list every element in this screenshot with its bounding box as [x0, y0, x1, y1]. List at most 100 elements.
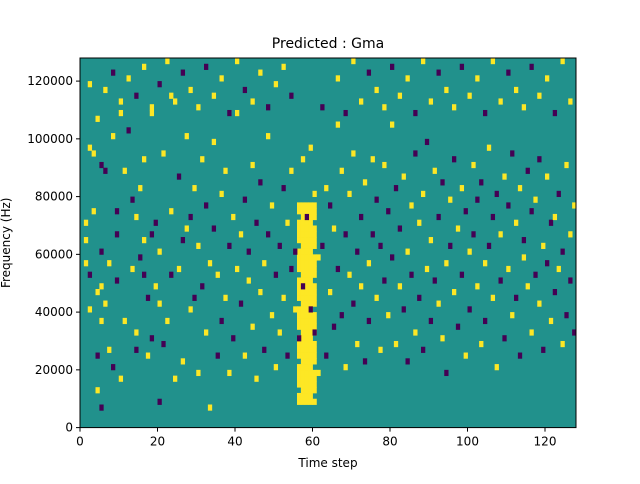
heatmap-cell — [506, 265, 511, 273]
heatmap-cell — [142, 271, 147, 278]
heatmap-cell — [517, 352, 523, 359]
heatmap-cell — [304, 277, 310, 284]
heatmap-cell — [467, 306, 472, 313]
heatmap-cell — [300, 213, 306, 221]
heatmap-cell — [161, 150, 166, 157]
heatmap-cell — [312, 213, 317, 221]
y-tick-label: 20000 — [35, 363, 73, 377]
heatmap-cell — [545, 173, 550, 180]
heatmap-cell — [300, 317, 306, 325]
heatmap-cell — [405, 358, 410, 365]
heatmap-cell — [308, 375, 313, 382]
heatmap-cell — [304, 323, 310, 330]
heatmap-cell — [312, 231, 317, 238]
heatmap-cell — [300, 289, 306, 296]
heatmap-cell — [324, 185, 329, 192]
heatmap-cell — [118, 109, 124, 117]
heatmap-cell — [304, 260, 310, 267]
heatmap-cell — [297, 375, 302, 382]
heatmap-cell — [421, 346, 426, 353]
heatmap-cell — [211, 225, 217, 232]
heatmap-cell — [223, 167, 228, 174]
heatmap-cell — [207, 260, 213, 267]
heatmap-cell — [529, 329, 534, 336]
heatmap-cell — [386, 312, 391, 319]
heatmap-cell — [235, 109, 240, 117]
heatmap-cell — [308, 213, 313, 221]
heatmap-cell — [463, 352, 468, 359]
heatmap-cell — [262, 260, 267, 267]
y-tick-label: 80000 — [35, 190, 73, 204]
heatmap-cell — [103, 167, 108, 174]
heatmap-cell — [312, 346, 317, 353]
heatmap-cell — [308, 219, 313, 226]
x-tick-label: 60 — [305, 435, 320, 449]
heatmap-cell — [157, 81, 162, 88]
heatmap-cell — [300, 283, 306, 290]
heatmap-cell — [409, 202, 414, 209]
heatmap-cell — [308, 208, 313, 215]
heatmap-cell — [87, 271, 93, 278]
heatmap-cell — [300, 156, 306, 163]
heatmap-cell — [196, 369, 201, 377]
heatmap-cell — [300, 294, 306, 301]
heatmap-cell — [304, 335, 310, 342]
heatmap-cell — [312, 369, 317, 377]
heatmap-cell — [366, 260, 372, 267]
heatmap-cell — [157, 248, 162, 255]
heatmap-cell — [297, 260, 302, 267]
heatmap-cell — [401, 173, 406, 180]
heatmap-cell — [107, 346, 112, 353]
heatmap-cell — [304, 242, 310, 249]
heatmap-cell — [308, 265, 313, 273]
heatmap-cell — [308, 289, 313, 296]
heatmap-cell — [556, 190, 561, 198]
heatmap-cell — [297, 289, 302, 296]
heatmap-cell — [328, 202, 333, 209]
heatmap-cell — [475, 196, 480, 203]
heatmap-cell — [308, 312, 313, 319]
heatmap-cell — [250, 161, 255, 169]
heatmap-cell — [304, 213, 310, 221]
heatmap-cell — [506, 202, 511, 209]
heatmap-cell — [552, 213, 558, 221]
heatmap-cell — [308, 231, 313, 238]
heatmap-cell — [339, 167, 344, 174]
heatmap-cell — [300, 254, 306, 261]
heatmap-cell — [490, 213, 496, 221]
heatmap-cell — [382, 104, 387, 111]
heatmap-cell — [312, 260, 317, 267]
heatmap-cell — [297, 392, 302, 400]
heatmap-cell — [165, 58, 170, 65]
heatmap-cell — [343, 364, 348, 371]
heatmap-cell — [192, 185, 197, 192]
heatmap-cell — [444, 86, 449, 94]
heatmap-cell — [413, 150, 418, 157]
heatmap-cell — [269, 312, 275, 319]
heatmap-cell — [339, 312, 344, 319]
heatmap-cell — [297, 335, 302, 342]
heatmap-cell — [304, 392, 310, 400]
heatmap-cell — [266, 133, 271, 140]
heatmap-cell — [556, 265, 561, 273]
heatmap-cell — [343, 109, 348, 117]
heatmap-cell — [304, 387, 310, 394]
y-tick-label: 40000 — [35, 305, 73, 319]
heatmap-cell — [308, 306, 313, 313]
heatmap-cell — [297, 398, 302, 405]
heatmap-cell — [502, 335, 507, 342]
heatmap-cell — [157, 300, 162, 307]
heatmap-cell — [215, 271, 220, 278]
heatmap-cell — [448, 242, 453, 249]
heatmap-cell — [304, 219, 310, 226]
heatmap-cell — [312, 265, 317, 273]
heatmap-cell — [300, 306, 306, 313]
heatmap-cell — [297, 283, 302, 290]
heatmap-cell — [297, 202, 302, 209]
heatmap-cell — [320, 104, 325, 111]
heatmap-cell — [114, 231, 120, 238]
heatmap-cell — [289, 92, 294, 99]
heatmap-cell — [525, 283, 530, 290]
heatmap-cell — [142, 63, 147, 70]
heatmap-cell — [300, 387, 306, 394]
